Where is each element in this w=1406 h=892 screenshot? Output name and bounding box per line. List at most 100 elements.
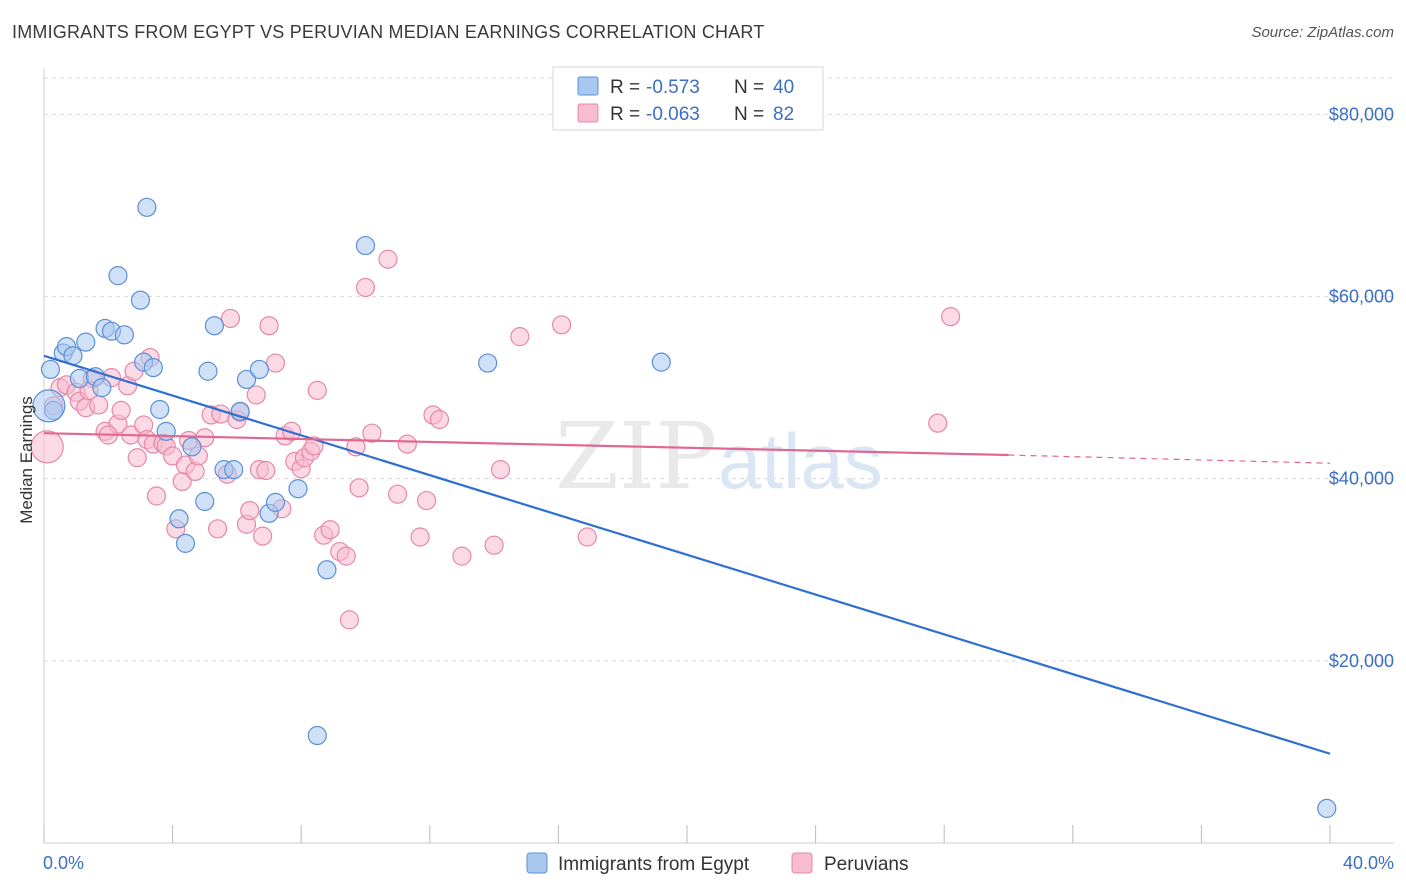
peru-point [265, 353, 286, 373]
egypt-point [224, 460, 244, 480]
egypt-point [114, 325, 134, 345]
peru-point [127, 448, 147, 468]
peru-point [30, 430, 64, 464]
egypt-point [1317, 798, 1337, 818]
legend-egypt-icon [526, 852, 548, 874]
y-axis-label: Median Earnings [17, 396, 36, 524]
egypt-point [478, 353, 498, 373]
peru-point [307, 380, 327, 400]
peru-point [336, 546, 356, 566]
y-tick-label: $60,000 [1329, 287, 1394, 307]
egypt-point [137, 197, 157, 217]
peru-swatch-icon [577, 103, 599, 123]
y-tick-label: $40,000 [1329, 469, 1394, 489]
egypt-point [317, 560, 337, 580]
egypt-series [32, 197, 1337, 818]
egypt-point [169, 509, 189, 529]
egypt-n-value: 40 [773, 77, 794, 98]
series-legend: Immigrants from Egypt Peruvians [526, 852, 909, 875]
watermark: ZIP atlas [555, 403, 883, 510]
peru-point [484, 535, 504, 555]
egypt-point [130, 290, 151, 310]
egypt-point [182, 437, 202, 457]
egypt-point [175, 533, 196, 553]
egypt-point [651, 352, 671, 372]
y-tick-labels: $20,000 $40,000 $60,000 $80,000 [1329, 104, 1394, 670]
x-tick-label-min: 0.0% [43, 853, 84, 873]
peru-point [185, 461, 205, 482]
egypt-point [307, 725, 327, 746]
egypt-point [69, 368, 89, 389]
peru-point [388, 484, 408, 504]
peru-point [349, 478, 369, 498]
x-tick-label-max: 40.0% [1343, 853, 1394, 873]
chart-title: IMMIGRANTS FROM EGYPT VS PERUVIAN MEDIAN… [12, 22, 765, 42]
egypt-point [198, 361, 218, 381]
peru-point [111, 400, 131, 421]
egypt-point [76, 332, 96, 352]
egypt-swatch-icon [577, 76, 599, 96]
peru-r-label: R = [610, 104, 640, 125]
egypt-n-label: N = [734, 77, 764, 98]
legend-peru-icon [791, 852, 813, 874]
peru-point [208, 519, 228, 539]
egypt-r-value: -0.573 [646, 77, 700, 98]
grid-lines [44, 77, 1394, 662]
peru-point [429, 409, 450, 430]
source-credit: Source: ZipAtlas.com [1251, 24, 1394, 41]
egypt-point [355, 235, 376, 256]
peru-point [355, 277, 376, 298]
peru-r-value: -0.063 [646, 104, 700, 125]
egypt-point [32, 389, 66, 423]
egypt-point [195, 491, 215, 512]
legend-egypt-label: Immigrants from Egypt [558, 854, 750, 875]
axes [43, 68, 1394, 844]
legend-peru-label: Peruvians [824, 854, 909, 875]
peru-point [146, 486, 167, 506]
egypt-point [92, 378, 112, 398]
peru-point [259, 316, 279, 336]
peru-n-label: N = [734, 104, 764, 125]
egypt-point [143, 358, 163, 378]
peru-point [552, 315, 572, 335]
peru-point [928, 413, 948, 433]
egypt-r-label: R = [610, 77, 640, 98]
peru-point [246, 385, 266, 405]
peru-point [240, 500, 260, 521]
peru-trend-extension [1008, 454, 1331, 464]
peru-point [256, 460, 276, 481]
peru-point [452, 546, 472, 566]
peru-point [378, 249, 398, 269]
peru-point [320, 520, 340, 540]
egypt-point [204, 316, 224, 336]
peru-point [577, 527, 597, 547]
egypt-trend-line [43, 354, 1331, 755]
egypt-point [249, 359, 270, 380]
peru-point [397, 434, 417, 454]
egypt-point [288, 479, 308, 499]
egypt-point [40, 359, 61, 380]
peru-point [941, 307, 961, 327]
peru-point [339, 610, 360, 630]
egypt-point [236, 369, 257, 390]
y-tick-label: $80,000 [1329, 104, 1394, 124]
egypt-point [265, 492, 286, 512]
peru-trend-line [43, 432, 1009, 457]
watermark-zip: ZIP [555, 403, 717, 510]
peru-point [253, 526, 273, 546]
y-tick-label: $20,000 [1329, 651, 1394, 671]
egypt-point [156, 421, 176, 441]
peru-point [220, 308, 241, 329]
peru-n-value: 82 [773, 104, 794, 125]
peru-point [510, 327, 530, 347]
peru-point [410, 527, 430, 547]
trend-lines [43, 354, 1331, 755]
egypt-point [150, 399, 170, 420]
peru-point [362, 423, 382, 443]
stats-legend: R = -0.573 N = 40 R = -0.063 N = 82 [552, 66, 824, 131]
watermark-atlas: atlas [718, 417, 883, 505]
peru-point [416, 490, 437, 511]
peru-point [490, 460, 511, 480]
egypt-point [108, 266, 128, 286]
